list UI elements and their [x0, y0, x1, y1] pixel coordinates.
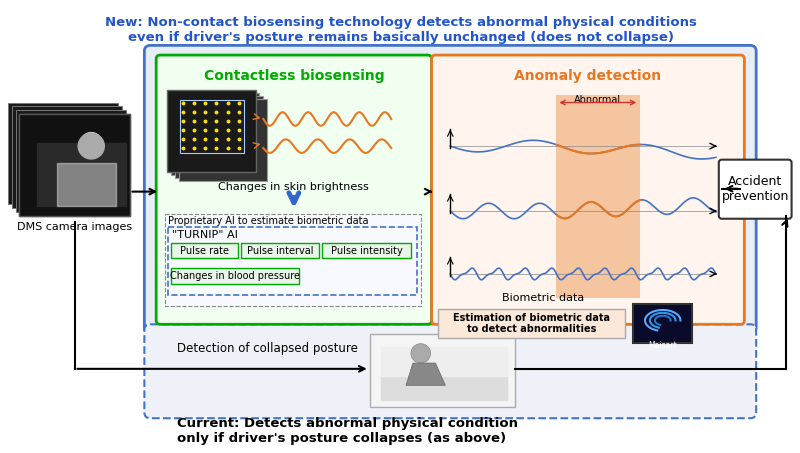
Text: Abnormal: Abnormal — [574, 95, 622, 105]
Bar — [171, 268, 298, 284]
FancyBboxPatch shape — [144, 324, 756, 418]
Text: Anomaly detection: Anomaly detection — [514, 69, 662, 82]
Text: Pulse rate: Pulse rate — [180, 246, 229, 255]
Bar — [171, 93, 259, 175]
Text: Detection of collapsed posture: Detection of collapsed posture — [177, 342, 358, 355]
Text: Current: Detects abnormal physical condition
only if driver's posture collapses : Current: Detects abnormal physical condi… — [177, 417, 518, 445]
Bar — [241, 243, 319, 259]
Bar — [15, 110, 126, 212]
Circle shape — [411, 344, 430, 363]
FancyBboxPatch shape — [431, 55, 744, 324]
Text: New: Non-contact biosensing technology detects abnormal physical conditions
even: New: Non-contact biosensing technology d… — [105, 16, 697, 44]
Text: Estimation of biometric data
to detect abnormalities: Estimation of biometric data to detect a… — [454, 313, 610, 334]
FancyBboxPatch shape — [156, 55, 431, 324]
Ellipse shape — [81, 133, 102, 154]
Text: "TURNIP" AI: "TURNIP" AI — [172, 231, 238, 241]
Text: Contactless biosensing: Contactless biosensing — [203, 69, 384, 82]
Bar — [171, 243, 238, 259]
Bar — [19, 114, 130, 216]
Text: Pulse interval: Pulse interval — [247, 246, 314, 255]
Polygon shape — [406, 363, 446, 386]
Bar — [11, 106, 122, 208]
Text: Biometric data: Biometric data — [502, 293, 585, 304]
Bar — [180, 100, 244, 153]
Bar — [167, 90, 255, 172]
Text: Pulse intensity: Pulse intensity — [330, 246, 402, 255]
Bar — [178, 99, 267, 181]
Text: Maisart: Maisart — [648, 341, 677, 350]
Bar — [438, 309, 626, 338]
Bar — [370, 334, 515, 407]
Bar — [19, 114, 130, 216]
Bar — [175, 96, 263, 178]
Bar — [557, 95, 640, 298]
Circle shape — [78, 133, 105, 159]
Text: DMS camera images: DMS camera images — [17, 222, 132, 231]
Bar — [634, 304, 692, 342]
Text: Changes in skin brightness: Changes in skin brightness — [218, 182, 370, 192]
Bar — [8, 102, 118, 204]
Bar — [165, 214, 421, 306]
Text: Changes in blood pressure: Changes in blood pressure — [170, 271, 300, 281]
FancyBboxPatch shape — [144, 45, 756, 333]
Bar — [322, 243, 411, 259]
Text: Accident
prevention: Accident prevention — [722, 175, 789, 202]
Text: Proprietary AI to estimate biometric data: Proprietary AI to estimate biometric dat… — [168, 216, 369, 226]
FancyBboxPatch shape — [718, 159, 791, 219]
Bar — [168, 227, 417, 295]
Polygon shape — [66, 153, 116, 206]
